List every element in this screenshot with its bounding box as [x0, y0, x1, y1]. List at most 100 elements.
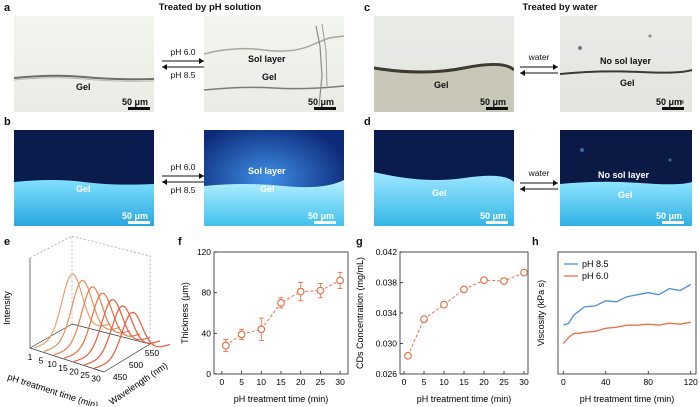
- header-ph: Treated by pH solution: [158, 2, 262, 13]
- ph-top-label: pH 6.0: [170, 47, 196, 57]
- g-ytick: 0.038: [376, 278, 398, 288]
- sol-layer-label: Sol layer: [248, 166, 286, 176]
- f-point: [296, 287, 305, 296]
- water-label: water: [528, 52, 550, 62]
- f-ytick: 40: [202, 328, 212, 338]
- e-spectrum-3: [53, 286, 131, 356]
- scale-bar: [662, 107, 684, 110]
- f-point: [237, 330, 246, 339]
- f-ytick: 80: [202, 288, 212, 298]
- double-arrow-icon: [520, 180, 558, 192]
- header-water: Treated by water: [522, 2, 598, 13]
- h-ylabel: Viscosity (kPa s): [536, 280, 546, 346]
- f-xtick: 5: [239, 377, 244, 387]
- scale-bar: [314, 107, 336, 110]
- water-label: water: [528, 168, 550, 178]
- gel-label: Gel: [434, 80, 449, 90]
- e-xtick: 30: [91, 374, 101, 384]
- sol-layer-label: Sol layer: [248, 54, 286, 64]
- g-point: [404, 351, 412, 360]
- g-point: [520, 268, 528, 277]
- g-xtick: 25: [499, 377, 509, 387]
- f-point: [257, 325, 266, 334]
- fluorescence-d-left: Gel 50 μm: [374, 130, 514, 226]
- micrograph-a-right: Sol layer Gel 50 μm: [204, 16, 344, 112]
- gel-label: Gel: [76, 82, 91, 92]
- e-xtick: 25: [80, 370, 90, 380]
- e-spectrum-7: [93, 311, 171, 369]
- g-ylabel: CDs Concentration (mg/mL): [356, 257, 365, 369]
- gel-label: Gel: [260, 184, 275, 194]
- g-xtick: 0: [402, 377, 407, 387]
- g-xtick: 15: [459, 377, 469, 387]
- g-ytick: 0.030: [376, 339, 398, 349]
- gel-label: Gel: [618, 190, 633, 200]
- e-spectrum-6: [83, 305, 161, 366]
- f-xtick: 25: [316, 377, 326, 387]
- scale-bar: [128, 221, 150, 224]
- gel-label: Gel: [620, 78, 635, 88]
- e-ylabel: Intensity: [2, 291, 12, 325]
- e-xtick: 20: [69, 366, 79, 376]
- ph-bottom-label: pH 8.5: [170, 185, 196, 195]
- e-spectrum-2: [43, 279, 121, 352]
- g-point: [500, 277, 508, 285]
- panel-label-f: f: [178, 236, 182, 248]
- panel-label-a: a: [4, 2, 11, 14]
- h-series-ph60: [562, 321, 691, 344]
- fluorescence-d-right: No sol layer Gel 50 μm: [560, 130, 692, 226]
- f-point: [336, 276, 345, 285]
- g-xtick: 5: [422, 377, 427, 387]
- chart-h: 0 40 80 120 pH 8.5 pH 6.0 Viscosity (kPa s)…: [536, 251, 698, 404]
- panel-label-c: c: [364, 2, 371, 14]
- scale-label: 50 μm: [480, 211, 507, 221]
- f-xtick: 15: [276, 377, 286, 387]
- scale-label: 50 μm: [308, 97, 335, 107]
- f-point: [277, 298, 285, 307]
- g-trend-line: [407, 272, 525, 356]
- f-ytick: 0: [206, 369, 211, 379]
- h-xlabel: pH treatment time (min): [580, 394, 675, 404]
- scale-bar: [314, 221, 336, 224]
- g-xlabel: pH treatment time (min): [417, 394, 512, 404]
- legend-ph60: pH 6.0: [582, 271, 609, 281]
- e-xtick: 15: [58, 363, 68, 373]
- e-xtick: 5: [39, 356, 44, 366]
- e-spectrum-1: [33, 273, 111, 349]
- scale-label: 50 μm: [308, 211, 335, 221]
- gel-label: Gel: [262, 72, 277, 82]
- scale-bar: [662, 221, 684, 224]
- panel-label-e: e: [4, 236, 11, 248]
- fluorescence-b-right: Sol layer Gel 50 μm: [204, 130, 344, 226]
- panel-label-h: h: [532, 236, 539, 248]
- micrograph-c-right: No sol layer Gel 50 μm: [560, 16, 692, 112]
- scale-label: 50 μm: [122, 97, 149, 107]
- scale-label: 50 μm: [656, 97, 683, 107]
- double-arrow-icon: [520, 64, 558, 76]
- g-point: [480, 276, 488, 285]
- g-ytick: 0.034: [376, 308, 398, 318]
- g-frame: [399, 251, 529, 375]
- h-frame: [557, 251, 697, 375]
- scale-label: 50 μm: [480, 97, 507, 107]
- legend-ph85: pH 8.5: [582, 259, 609, 269]
- micrograph-c-left: Gel 50 μm: [374, 16, 514, 112]
- g-xtick: 20: [479, 377, 489, 387]
- f-point: [221, 341, 230, 350]
- f-frame: [213, 251, 349, 375]
- double-arrow-icon: [162, 58, 204, 70]
- h-xtick: 80: [643, 377, 653, 387]
- micrograph-a-left: Gel 50 μm: [14, 16, 154, 112]
- f-xtick: 30: [335, 377, 345, 387]
- gel-label: Gel: [432, 188, 447, 198]
- scale-bar: [486, 221, 508, 224]
- f-point: [316, 286, 325, 295]
- e-spectrum-5: [73, 298, 151, 363]
- scale-label: 50 μm: [122, 211, 149, 221]
- g-ytick: 0.026: [376, 369, 398, 379]
- ph-bottom-label: pH 8.5: [170, 70, 196, 80]
- f-xlabel: pH treatment time (min): [234, 394, 329, 404]
- gel-label: Gel: [76, 184, 91, 194]
- h-series-ph85: [563, 283, 692, 326]
